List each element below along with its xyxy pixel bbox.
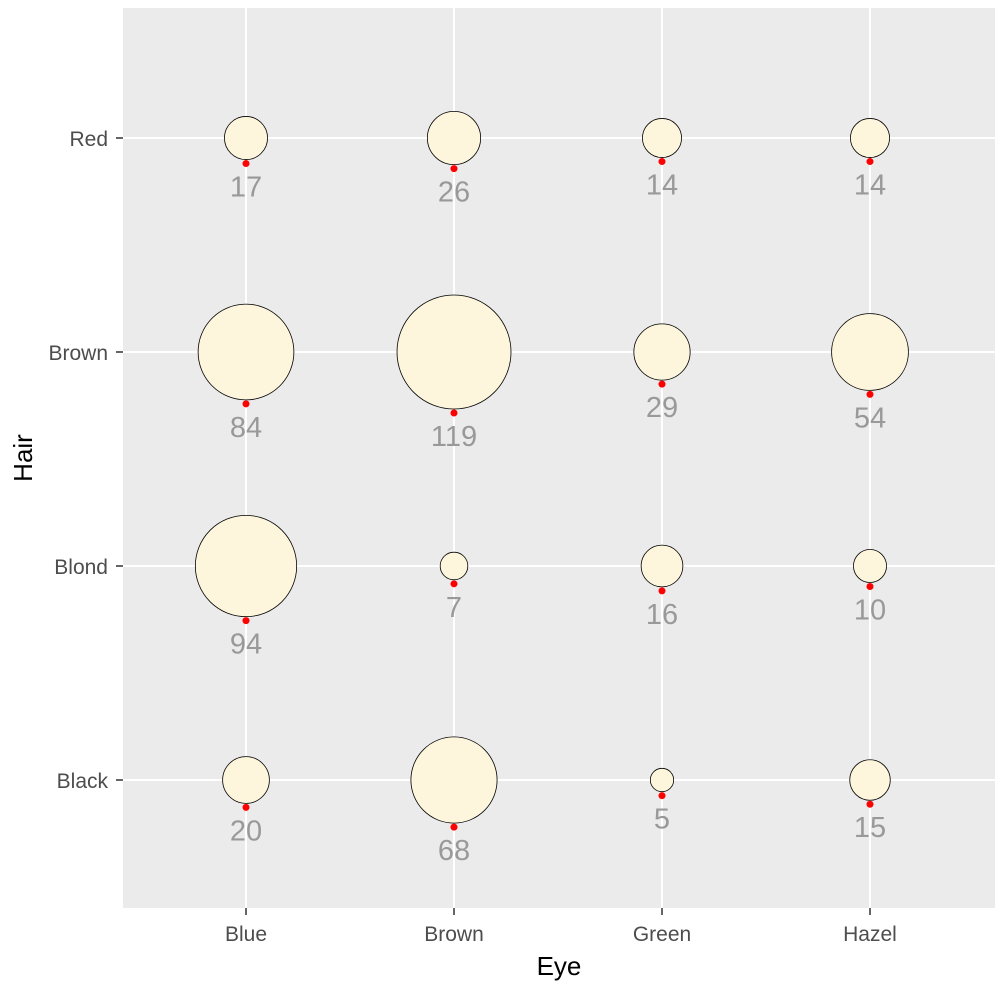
- count-label-blond-brown: 7: [446, 592, 462, 624]
- marker-blond-blue: [242, 617, 250, 625]
- marker-blond-green: [658, 587, 666, 595]
- count-label-brown-brown: 119: [431, 421, 477, 453]
- marker-brown-hazel: [866, 390, 874, 398]
- marker-red-green: [658, 158, 666, 166]
- x-axis-title: Eye: [537, 951, 582, 981]
- count-label-red-hazel: 14: [854, 170, 886, 202]
- bubble-blond-green: [640, 544, 684, 588]
- bubble-brown-green: [633, 323, 691, 381]
- count-label-blond-green: 16: [646, 599, 678, 631]
- marker-black-blue: [242, 803, 250, 811]
- bubble-red-blue: [224, 116, 268, 160]
- markers: [242, 158, 874, 831]
- bubble-blond-brown: [439, 551, 469, 581]
- bubble-blond-hazel: [853, 549, 887, 583]
- count-label-brown-green: 29: [646, 392, 678, 424]
- count-label-brown-blue: 84: [230, 412, 262, 444]
- bubble-black-hazel: [849, 759, 891, 801]
- bubble-black-blue: [222, 756, 270, 804]
- bubble-blond-blue: [194, 514, 298, 618]
- count-label-black-brown: 68: [438, 835, 470, 867]
- count-label-red-blue: 17: [230, 172, 262, 204]
- bubble-brown-blue: [197, 303, 295, 401]
- marker-red-hazel: [866, 158, 874, 166]
- count-label-black-blue: 20: [230, 815, 262, 847]
- bubble-black-green: [649, 767, 675, 793]
- bubbles: [194, 110, 909, 824]
- marker-brown-green: [658, 380, 666, 388]
- y-tick-label-red: Red: [69, 128, 108, 151]
- bubble-brown-hazel: [831, 313, 909, 391]
- marker-brown-blue: [242, 400, 250, 408]
- x-tick-label-brown: Brown: [424, 923, 484, 946]
- bubble-red-hazel: [850, 118, 890, 158]
- count-label-red-green: 14: [646, 170, 678, 202]
- count-labels: 20 68 5 15 94 7 16 10 84 119 29 54 17 26 14 14: [230, 170, 886, 868]
- tick-labels: Blue Brown Green Hazel Black Blond Brown Red: [48, 128, 896, 946]
- x-tick-label-blue: Blue: [225, 923, 267, 946]
- bubble-brown-brown: [396, 294, 512, 410]
- bubble-red-green: [642, 118, 682, 158]
- count-label-black-hazel: 15: [854, 812, 886, 844]
- marker-red-blue: [242, 160, 250, 168]
- plot-panel: [123, 8, 995, 908]
- marker-black-brown: [450, 823, 458, 831]
- y-tick-label-blond: Blond: [54, 556, 108, 579]
- bubble-red-brown: [426, 110, 482, 166]
- x-tick-label-green: Green: [633, 923, 691, 946]
- marker-black-hazel: [866, 800, 874, 808]
- x-tick-label-hazel: Hazel: [843, 923, 897, 946]
- y-tick-label-brown: Brown: [48, 342, 108, 365]
- y-tick-label-black: Black: [57, 770, 109, 793]
- count-label-brown-hazel: 54: [854, 402, 886, 434]
- marker-red-brown: [450, 165, 458, 173]
- marker-blond-brown: [450, 580, 458, 588]
- marker-black-green: [658, 792, 666, 800]
- count-label-red-brown: 26: [438, 177, 470, 209]
- bubble-black-brown: [410, 736, 498, 824]
- count-label-blond-blue: 94: [230, 629, 262, 661]
- marker-brown-brown: [450, 409, 458, 417]
- y-axis-title: Hair: [8, 434, 38, 482]
- marker-blond-hazel: [866, 583, 874, 591]
- count-label-black-green: 5: [654, 804, 670, 836]
- axis-ticks: [116, 137, 871, 915]
- count-label-blond-hazel: 10: [854, 595, 886, 627]
